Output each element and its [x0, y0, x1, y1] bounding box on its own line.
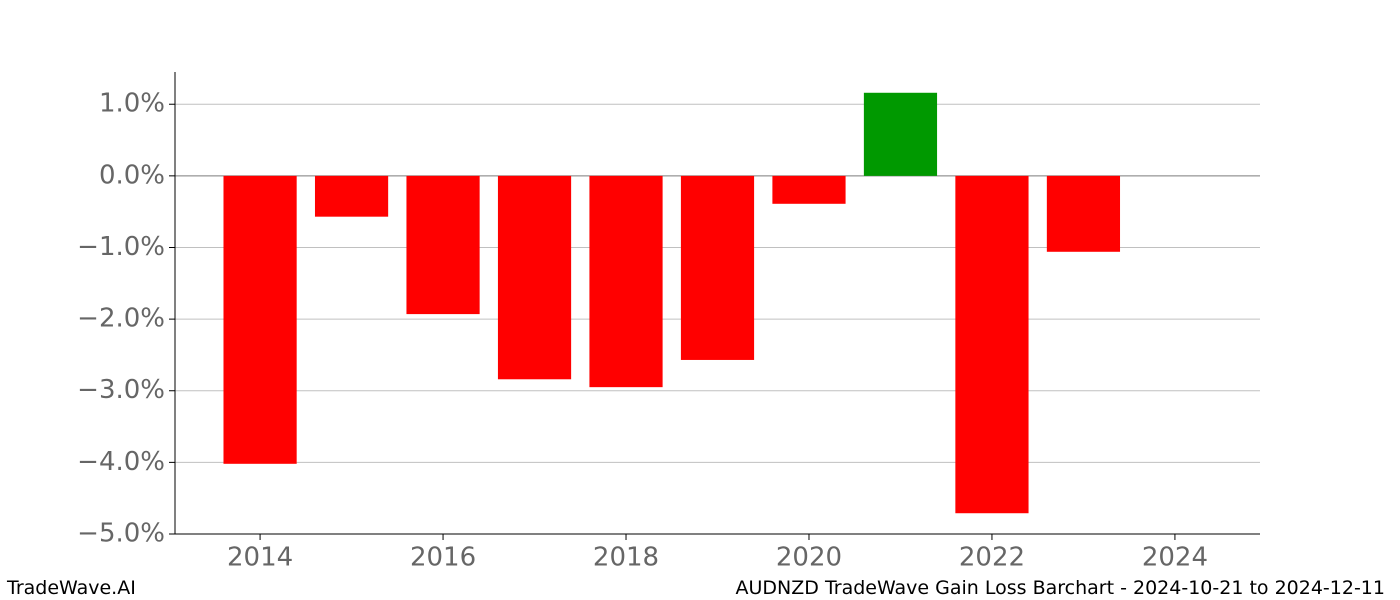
x-tick-label: 2018: [593, 543, 659, 573]
x-tick-label: 2024: [1142, 543, 1208, 573]
bar: [772, 175, 846, 204]
bar: [680, 175, 755, 360]
bar: [863, 92, 938, 176]
x-tick-label: 2020: [776, 543, 842, 573]
y-tick-label: 0.0%: [99, 160, 165, 190]
x-tick-label: 2022: [959, 543, 1025, 573]
y-tick-label: 1.0%: [99, 89, 165, 119]
bar: [223, 175, 297, 464]
y-tick-label: −2.0%: [77, 304, 165, 334]
bar: [497, 175, 572, 380]
y-tick-label: −3.0%: [77, 375, 165, 405]
bar: [314, 175, 389, 217]
bar: [1046, 175, 1121, 252]
bar: [406, 175, 480, 315]
y-tick-label: −4.0%: [77, 447, 165, 477]
chart-title: AUDNZD TradeWave Gain Loss Barchart - 20…: [736, 577, 1385, 599]
y-tick-label: −5.0%: [77, 519, 165, 549]
bar: [955, 175, 1029, 514]
x-tick-label: 2016: [410, 543, 476, 573]
y-tick-label: −1.0%: [77, 232, 165, 262]
x-tick-label: 2014: [227, 543, 293, 573]
bar: [589, 175, 663, 388]
watermark: TradeWave.AI: [6, 577, 136, 599]
